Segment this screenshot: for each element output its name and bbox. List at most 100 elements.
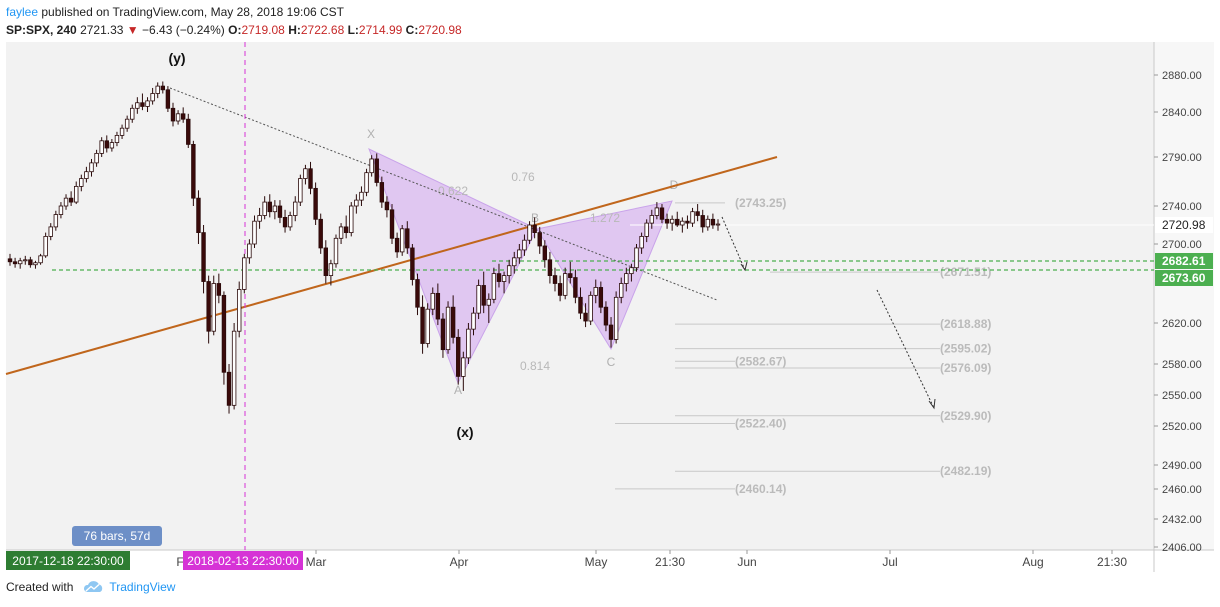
level-label: (2618.88) — [940, 317, 991, 331]
candle-body — [410, 247, 415, 280]
candle-body — [613, 296, 619, 340]
time-axis-badges: 2017-12-18 22:30:00 2018-02-13 22:30:00 — [6, 551, 303, 570]
candle-body — [685, 220, 690, 224]
candle-body — [619, 283, 624, 298]
candle-body — [74, 185, 79, 203]
candle-body — [17, 260, 23, 265]
pattern-ratio: 0.622 — [438, 184, 468, 198]
pattern-point-c: C — [607, 355, 616, 369]
candle-body — [690, 211, 695, 224]
candle-body — [481, 285, 486, 306]
candle-body — [425, 308, 430, 344]
tradingview-brand: TradingView — [109, 580, 176, 594]
candle-body — [231, 330, 237, 406]
candle-body — [180, 113, 186, 120]
price-label-text: 2682.61 — [1162, 254, 1206, 268]
candle-body — [257, 215, 262, 222]
high-label: H: — [288, 23, 301, 37]
candle-body — [624, 273, 629, 284]
candle-body — [364, 172, 369, 193]
level-label: (2743.25) — [735, 196, 786, 210]
price-axis-ticks: 2880.00 2840.00 2790.00 2740.00 2700.00 2620.… — [1154, 70, 1202, 554]
candle-body — [578, 296, 583, 314]
footer: Created with TradingView — [6, 580, 175, 594]
candle-body — [644, 222, 649, 237]
candle-body — [186, 118, 191, 145]
trend-lines[interactable] — [5, 42, 1154, 550]
candle-body — [221, 294, 227, 373]
candle-body — [43, 235, 48, 257]
candle-body — [237, 289, 242, 332]
candle-body — [63, 197, 69, 207]
price-tick-label: 2460.00 — [1162, 484, 1202, 496]
candle-body — [38, 255, 43, 264]
candle-body — [252, 220, 257, 245]
candle-body — [298, 178, 303, 203]
candle-body — [293, 201, 298, 216]
candle-body — [318, 218, 323, 249]
candle-body — [486, 298, 491, 306]
candle-body — [450, 306, 456, 338]
candle-body — [435, 292, 441, 320]
pattern-point-x: X — [367, 127, 375, 141]
candle-body — [130, 107, 135, 120]
pattern-point-a: A — [454, 383, 462, 397]
projection-arrowhead-1 — [740, 261, 748, 272]
projection-arrowhead-2 — [928, 398, 936, 410]
price-tick-label: 2520.00 — [1162, 421, 1202, 433]
candle-body — [598, 287, 604, 308]
candle-body — [354, 199, 359, 207]
candle-body — [517, 249, 522, 259]
low-value: 2714.99 — [358, 23, 403, 37]
candle-body — [603, 306, 609, 326]
candle-body — [328, 263, 334, 277]
time-tick-label: Aug — [1022, 555, 1043, 569]
price-label-box — [1155, 270, 1213, 286]
time-tick-label: 21:30 — [655, 555, 685, 569]
candle-body — [379, 182, 385, 203]
price-tick-label: 2740.00 — [1162, 201, 1202, 213]
candle-body — [211, 283, 216, 332]
high-value: 2722.68 — [300, 23, 345, 37]
time-badge-box — [183, 551, 303, 570]
candle-body — [267, 201, 272, 213]
candle-body — [145, 100, 150, 107]
candle-body — [384, 201, 390, 211]
tradingview-link[interactable]: TradingView — [81, 580, 175, 594]
candle-body — [634, 247, 639, 269]
price-tick-label: 2550.00 — [1162, 390, 1202, 402]
candle-body — [522, 239, 527, 251]
candle-body — [84, 171, 89, 179]
pattern-ratio: 0.814 — [520, 359, 550, 373]
candle-body — [287, 215, 293, 228]
author-link[interactable]: faylee — [6, 5, 39, 19]
candle-body — [247, 243, 252, 259]
candle-body — [675, 218, 680, 226]
candle-body — [175, 113, 181, 122]
symbol: SP:SPX, 240 — [6, 23, 77, 37]
time-tick-label: Mar — [306, 555, 327, 569]
candle-body — [242, 257, 247, 290]
candle-body — [308, 168, 313, 189]
candle-body — [58, 205, 64, 215]
level-label: (2595.02) — [940, 342, 991, 356]
level-label: (2460.14) — [735, 482, 786, 496]
price-tick-label: 2880.00 — [1162, 70, 1202, 82]
candle-body — [700, 215, 705, 228]
time-tick-label: May — [585, 555, 608, 569]
level-label: (2482.19) — [940, 464, 991, 478]
price-axis-background[interactable] — [1154, 42, 1214, 550]
candle-body — [562, 273, 568, 296]
candle-body — [206, 281, 211, 332]
candle-body — [471, 312, 476, 330]
projection-arrow-1 — [721, 216, 746, 271]
candle-body — [170, 107, 176, 122]
candle-body — [48, 226, 53, 237]
candle-body — [114, 134, 120, 143]
candle-body — [201, 232, 206, 282]
time-axis-ticks: Mar Apr May 21:30 Jun Jul Aug 21:30 F — [176, 550, 1127, 569]
candle-body — [659, 207, 665, 220]
wave-label-y: (y) — [168, 50, 185, 66]
